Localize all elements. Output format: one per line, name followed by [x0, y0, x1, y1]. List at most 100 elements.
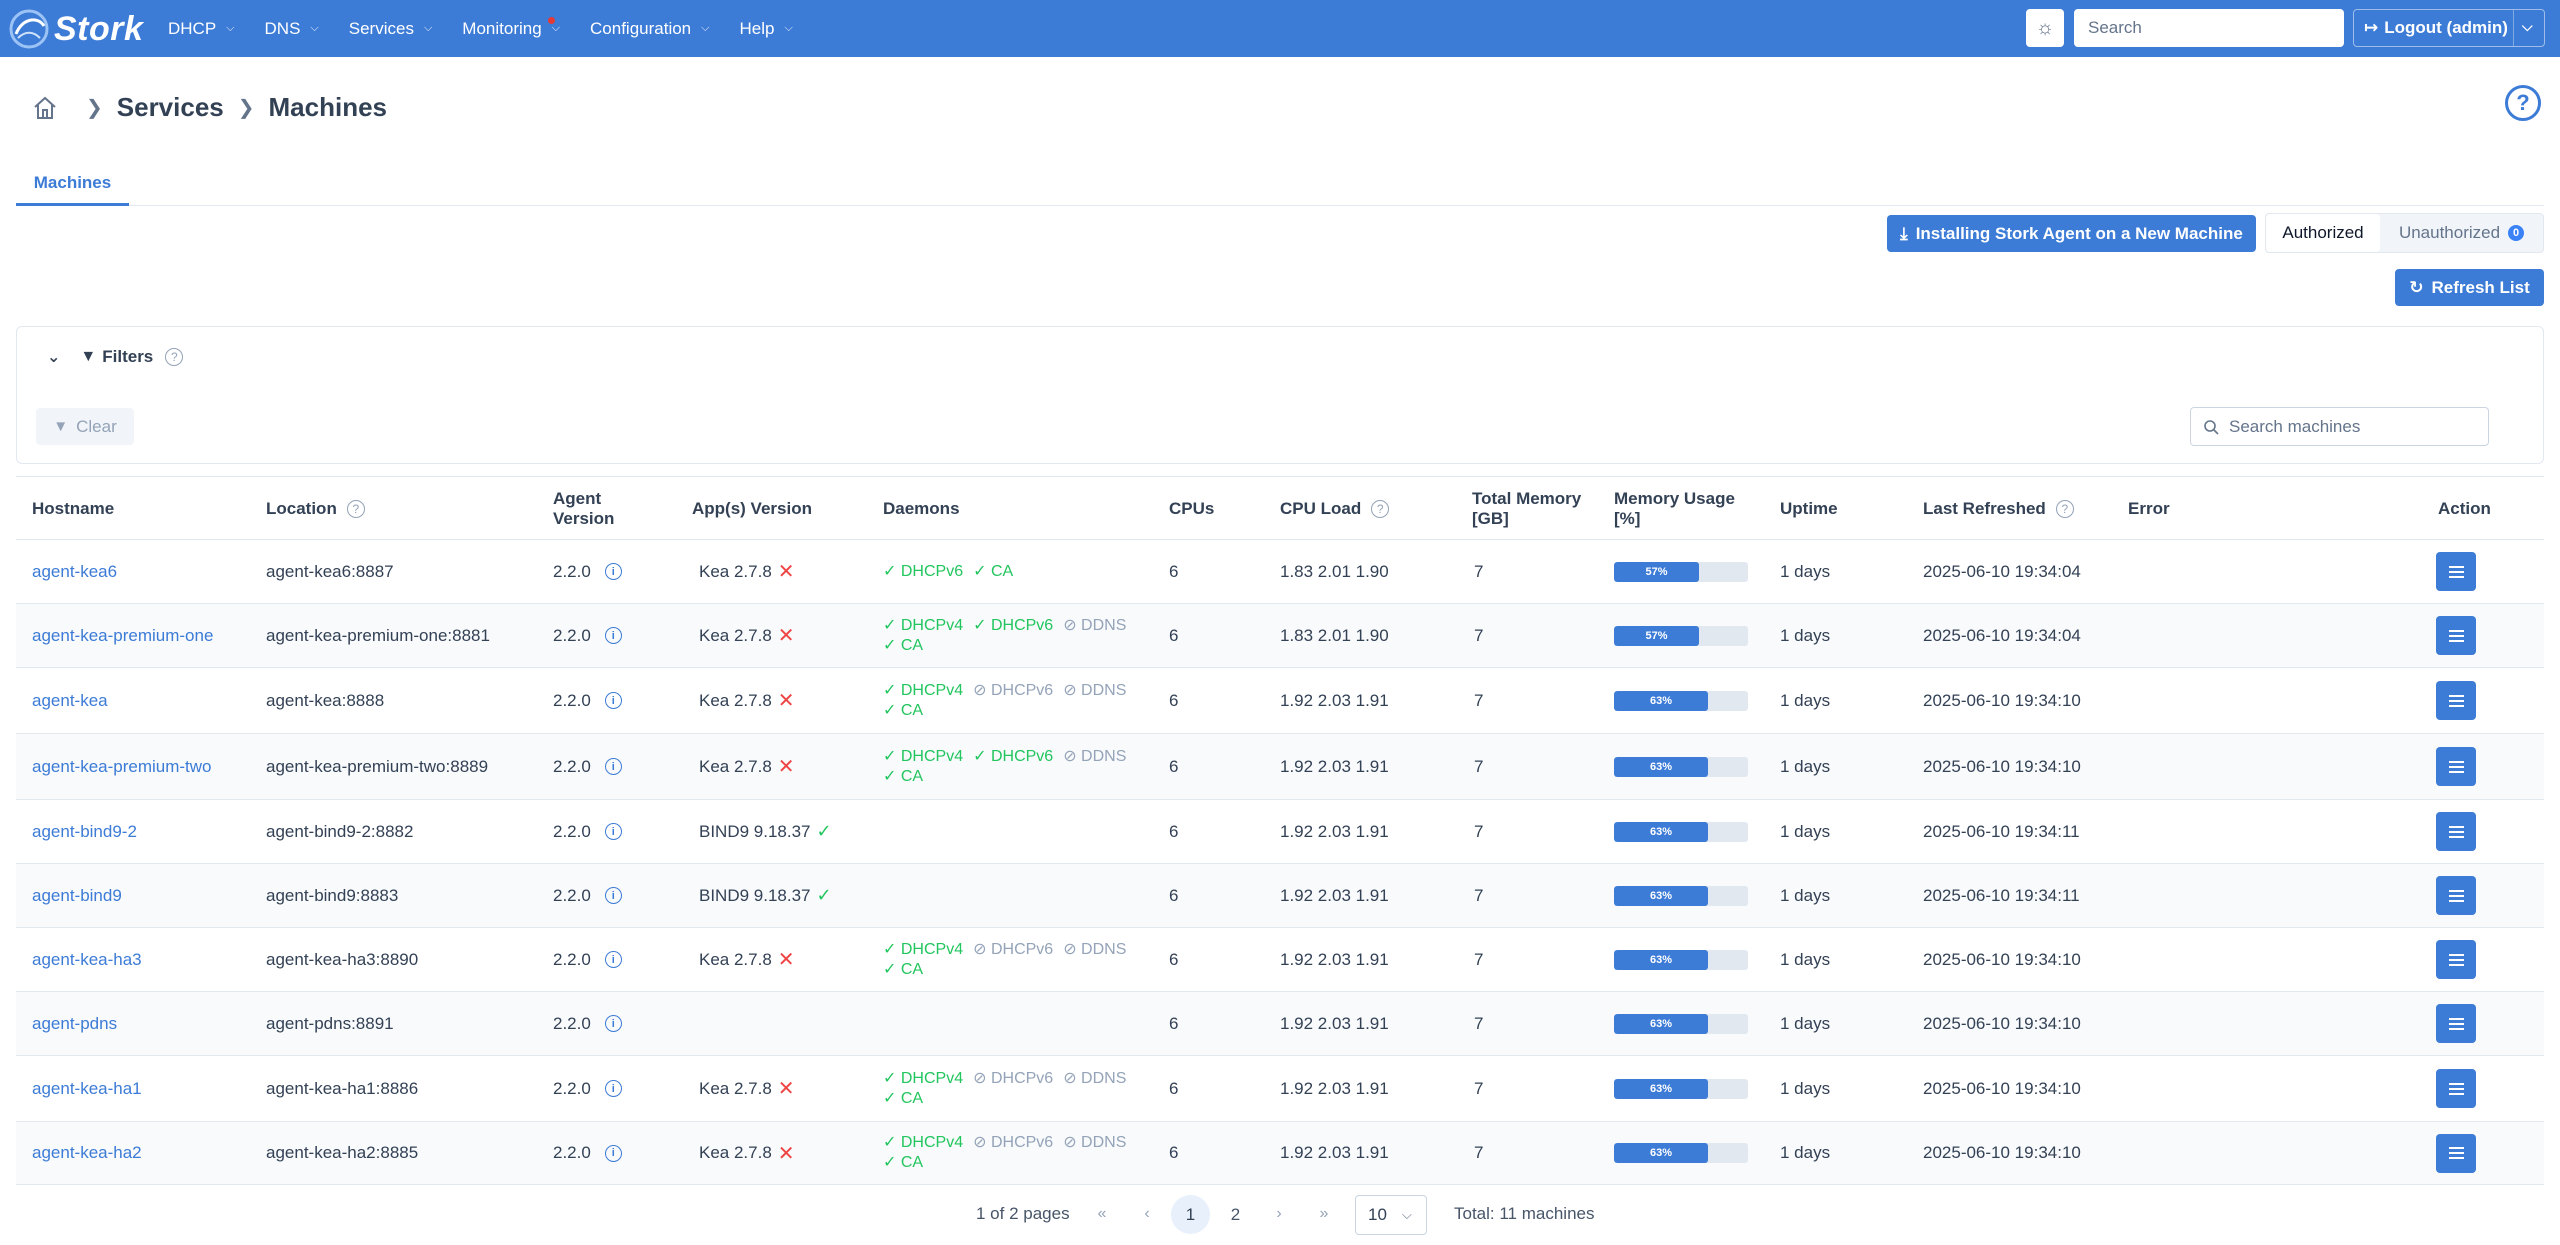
- row-action-menu-button[interactable]: [2436, 681, 2476, 720]
- first-page-icon[interactable]: «: [1097, 1205, 1107, 1222]
- menu-help[interactable]: Help ⌵: [739, 19, 792, 39]
- unauthorized-toggle-option[interactable]: Unauthorized 0: [2380, 214, 2543, 252]
- col-hostname[interactable]: Hostname: [32, 477, 114, 541]
- hostname-link[interactable]: agent-kea-ha3: [32, 949, 142, 969]
- prev-page-icon[interactable]: ‹: [1144, 1205, 1150, 1222]
- hostname-link[interactable]: agent-kea-ha2: [32, 1143, 142, 1162]
- col-agent-version[interactable]: Agent Version: [553, 477, 633, 541]
- col-app-version[interactable]: App(s) Version: [692, 477, 812, 541]
- logout-button[interactable]: ↦ Logout (admin) ⌵: [2353, 9, 2545, 47]
- hostname-link[interactable]: agent-kea-premium-one: [32, 625, 214, 645]
- daemon-badge[interactable]: ✓ DHCPv4: [883, 1069, 963, 1089]
- daemon-badge[interactable]: ✓ CA: [883, 960, 923, 980]
- info-icon[interactable]: i: [604, 951, 622, 968]
- stork-logo[interactable]: Stork: [8, 8, 143, 50]
- col-cpu-load[interactable]: CPU Load?: [1280, 477, 1390, 541]
- tab-machines[interactable]: Machines: [16, 162, 129, 206]
- chevron-down-icon[interactable]: ⌄: [47, 349, 61, 366]
- menu-services[interactable]: Services ⌵: [349, 19, 433, 39]
- daemon-badge[interactable]: ✓ CA: [883, 1153, 923, 1173]
- col-last-refreshed[interactable]: Last Refreshed?: [1923, 477, 2074, 541]
- daemon-badge[interactable]: ⊘ DHCPv6: [973, 940, 1053, 960]
- col-cpus[interactable]: CPUs: [1169, 477, 1214, 541]
- daemon-badge[interactable]: ✓ CA: [883, 701, 923, 721]
- info-icon[interactable]: i: [604, 758, 622, 775]
- daemon-badge[interactable]: ✓ DHCPv4: [883, 747, 963, 767]
- last-refreshed-help-icon[interactable]: ?: [2055, 500, 2074, 518]
- install-agent-button[interactable]: ⤓ Installing Stork Agent on a New Machin…: [1887, 215, 2256, 252]
- info-icon[interactable]: i: [604, 887, 622, 904]
- filters-header[interactable]: ⌄ ▼ Filters ?: [47, 347, 184, 367]
- page-button-2[interactable]: 2: [1230, 1204, 1241, 1224]
- daemon-badge[interactable]: ✓ CA: [973, 562, 1013, 582]
- daemon-badge[interactable]: ✓ DHCPv4: [883, 681, 963, 701]
- hostname-link[interactable]: agent-bind9-2: [32, 821, 137, 841]
- col-daemons[interactable]: Daemons: [883, 477, 960, 541]
- row-action-menu-button[interactable]: [2436, 1133, 2476, 1173]
- row-action-menu-button[interactable]: [2436, 812, 2476, 851]
- hostname-link[interactable]: agent-kea6: [32, 561, 118, 581]
- daemon-badge[interactable]: ✓ DHCPv4: [883, 1133, 963, 1153]
- breadcrumb-section[interactable]: Services: [116, 92, 224, 122]
- row-action-menu-button[interactable]: [2436, 940, 2476, 979]
- location-help-icon[interactable]: ?: [346, 500, 365, 518]
- daemon-badge[interactable]: ⊘ DDNS: [1063, 747, 1126, 767]
- daemon-badge[interactable]: ⊘ DDNS: [1063, 616, 1126, 636]
- col-uptime[interactable]: Uptime: [1780, 477, 1838, 541]
- info-icon[interactable]: i: [604, 823, 622, 840]
- info-icon[interactable]: i: [604, 563, 622, 580]
- hostname-link[interactable]: agent-pdns: [32, 1013, 118, 1033]
- row-action-menu-button[interactable]: [2436, 747, 2476, 786]
- info-icon[interactable]: i: [604, 1080, 622, 1097]
- menu-dhcp[interactable]: DHCP ⌵: [168, 19, 235, 39]
- global-search-input[interactable]: [2074, 9, 2344, 47]
- daemon-badge[interactable]: ✓ DHCPv6: [973, 616, 1053, 636]
- daemon-badge[interactable]: ⊘ DHCPv6: [973, 681, 1053, 701]
- daemon-badge[interactable]: ✓ DHCPv4: [883, 616, 963, 636]
- daemon-badge[interactable]: ⊘ DDNS: [1063, 1069, 1126, 1089]
- info-icon[interactable]: i: [604, 1015, 622, 1032]
- daemon-badge[interactable]: ✓ CA: [883, 1089, 923, 1109]
- hostname-link[interactable]: agent-kea-ha1: [32, 1078, 142, 1098]
- daemon-badge[interactable]: ⊘ DDNS: [1063, 940, 1126, 960]
- row-action-menu-button[interactable]: [2436, 552, 2476, 591]
- daemon-badge[interactable]: ⊘ DDNS: [1063, 681, 1126, 701]
- daemon-badge[interactable]: ✓ DHCPv4: [883, 940, 963, 960]
- help-icon[interactable]: ?: [2505, 85, 2541, 121]
- page-button-1[interactable]: 1: [1171, 1195, 1210, 1234]
- daemon-badge[interactable]: ⊘ DHCPv6: [973, 1069, 1053, 1089]
- row-action-menu-button[interactable]: [2436, 616, 2476, 655]
- col-location[interactable]: Location?: [266, 477, 365, 541]
- chevron-down-icon[interactable]: ⌵: [2522, 18, 2533, 34]
- daemon-badge[interactable]: ✓ CA: [883, 767, 923, 787]
- info-icon[interactable]: i: [604, 627, 622, 644]
- hostname-link[interactable]: agent-kea: [32, 690, 108, 710]
- hostname-link[interactable]: agent-kea-premium-two: [32, 756, 212, 776]
- last-page-icon[interactable]: »: [1319, 1205, 1329, 1222]
- info-icon[interactable]: i: [604, 1144, 622, 1162]
- col-error[interactable]: Error: [2128, 477, 2170, 541]
- next-page-icon[interactable]: ›: [1276, 1205, 1282, 1222]
- authorized-toggle-option[interactable]: Authorized: [2266, 214, 2380, 252]
- col-memory-usage[interactable]: Memory Usage [%]: [1614, 477, 1744, 541]
- theme-toggle-button[interactable]: ☼: [2026, 9, 2064, 47]
- cpu-load-help-icon[interactable]: ?: [1371, 500, 1390, 518]
- rows-per-page-select[interactable]: 10 ⌵: [1355, 1195, 1427, 1235]
- refresh-list-button[interactable]: ↻ Refresh List: [2395, 269, 2544, 306]
- row-action-menu-button[interactable]: [2436, 1069, 2476, 1108]
- menu-configuration[interactable]: Configuration ⌵: [590, 19, 709, 39]
- daemon-badge[interactable]: ⊘ DHCPv6: [973, 1133, 1053, 1153]
- menu-dns[interactable]: DNS ⌵: [265, 19, 319, 39]
- daemon-badge[interactable]: ✓ CA: [883, 636, 923, 656]
- col-total-memory[interactable]: Total Memory [GB]: [1472, 477, 1592, 541]
- clear-filters-button[interactable]: ▼ Clear: [36, 408, 134, 445]
- search-machines-input[interactable]: [2229, 416, 2479, 437]
- daemon-badge[interactable]: ⊘ DDNS: [1063, 1133, 1126, 1153]
- daemon-badge[interactable]: ✓ DHCPv6: [973, 747, 1053, 767]
- filters-help-icon[interactable]: ?: [165, 348, 184, 366]
- hostname-link[interactable]: agent-bind9: [32, 885, 122, 905]
- home-icon[interactable]: [32, 95, 58, 121]
- row-action-menu-button[interactable]: [2436, 1004, 2476, 1043]
- daemon-badge[interactable]: ✓ DHCPv6: [883, 562, 963, 582]
- row-action-menu-button[interactable]: [2436, 876, 2476, 915]
